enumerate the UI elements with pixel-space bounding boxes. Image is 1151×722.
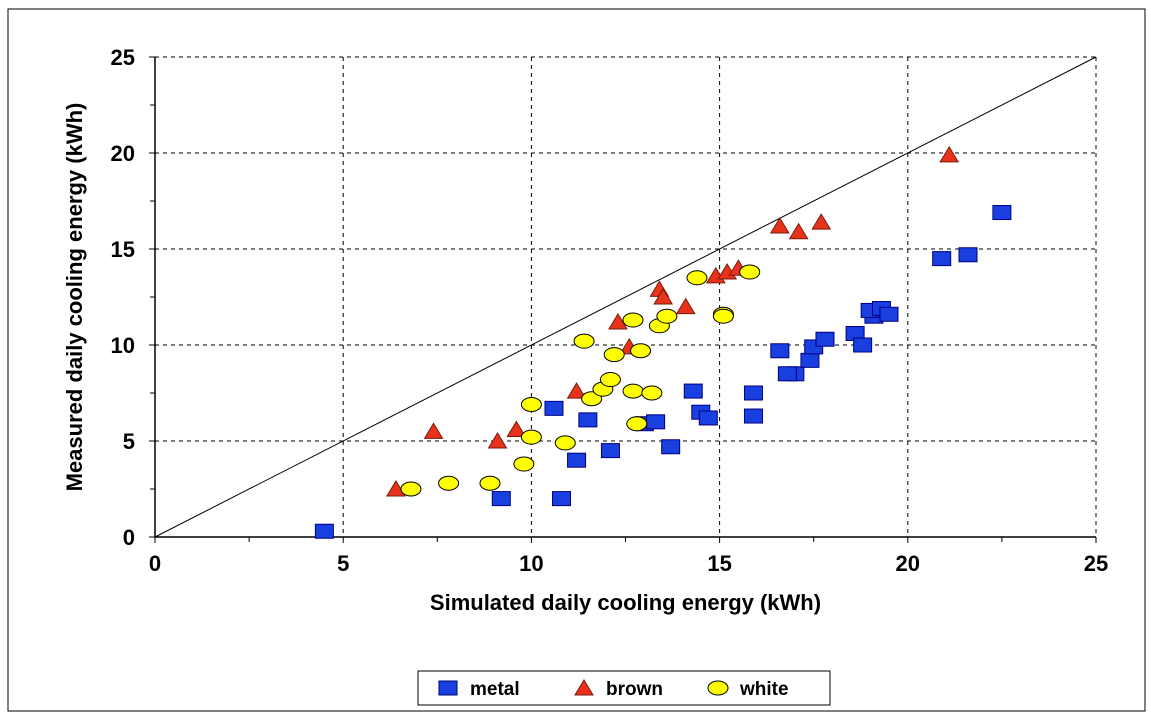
metal-point: [743, 408, 763, 424]
x-tick-label: 10: [519, 551, 543, 576]
x-axis-title: Simulated daily cooling energy (kWh): [430, 590, 821, 615]
metal-point: [698, 410, 718, 426]
brown-point: [608, 312, 628, 330]
metal-point: [932, 251, 952, 267]
brown-point: [487, 432, 508, 449]
metal-point: [544, 400, 564, 416]
y-axis-title: Measured daily cooling energy (kWh): [62, 103, 87, 492]
metal-point: [600, 443, 620, 459]
legend-label-metal: metal: [470, 679, 520, 700]
metal-point: [314, 523, 334, 539]
white-point: [599, 372, 621, 388]
white-point: [641, 385, 663, 401]
white-point: [622, 383, 644, 399]
series-brown: [386, 145, 960, 497]
brown-point: [675, 297, 696, 315]
white-point: [603, 347, 625, 363]
white-point: [573, 333, 595, 349]
y-tick-label: 5: [123, 429, 135, 454]
metal-point: [777, 366, 797, 382]
y-tick-label: 15: [111, 237, 135, 262]
x-tick-label: 5: [337, 551, 349, 576]
metal-point: [491, 491, 511, 507]
metal-point: [683, 383, 703, 399]
tick-labels: 0 5 10 15 20 25 0 5 10 15 20 25: [111, 45, 1109, 576]
white-point: [400, 481, 422, 497]
white-point: [513, 456, 535, 472]
legend-marker-brown: [574, 679, 594, 696]
x-tick-label: 25: [1084, 551, 1108, 576]
metal-point: [879, 306, 899, 322]
y-tick-label: 0: [123, 525, 135, 550]
white-point: [520, 429, 542, 445]
brown-point: [939, 145, 960, 163]
white-point: [438, 475, 460, 491]
legend-label-brown: brown: [606, 679, 663, 700]
brown-point: [386, 480, 406, 497]
white-point: [479, 475, 501, 491]
white-point: [622, 312, 644, 328]
chart-frame: [7, 8, 1146, 712]
brown-point: [423, 422, 444, 439]
metal-point: [958, 247, 978, 263]
brown-point: [769, 216, 790, 234]
white-point: [739, 264, 761, 280]
legend-box: [417, 670, 831, 706]
metal-point: [815, 331, 835, 347]
legend-marker-white: [707, 680, 729, 696]
white-point: [520, 397, 542, 413]
axes: [149, 56, 1097, 543]
y-tick-label: 25: [111, 45, 135, 70]
brown-point: [788, 222, 809, 240]
metal-point: [743, 385, 763, 401]
white-point: [630, 343, 652, 359]
legend-marker-metal: [438, 680, 458, 696]
series-metal: [314, 205, 1012, 539]
brown-point: [566, 382, 587, 399]
x-tick-label: 0: [149, 551, 161, 576]
metal-point: [853, 337, 873, 353]
legend-label-white: white: [739, 679, 789, 700]
metal-point: [646, 414, 666, 430]
reference-line-y-equals-x: [154, 56, 1097, 538]
data-points: [314, 145, 1012, 539]
brown-point: [506, 420, 527, 437]
metal-point: [552, 491, 572, 507]
white-point: [712, 308, 734, 324]
x-tick-label: 20: [896, 551, 920, 576]
x-tick-label: 15: [707, 551, 731, 576]
white-point: [656, 308, 678, 324]
metal-point: [770, 343, 790, 359]
brown-point: [811, 213, 832, 230]
series-white: [400, 264, 761, 497]
metal-point: [578, 412, 598, 428]
metal-point: [661, 439, 681, 455]
metal-point: [992, 205, 1012, 221]
metal-point: [567, 452, 587, 468]
white-point: [581, 391, 603, 407]
legend: metal brown white: [417, 670, 831, 706]
white-point: [686, 270, 708, 286]
white-point: [626, 416, 648, 432]
brown-point: [653, 288, 674, 305]
y-tick-label: 10: [111, 333, 135, 358]
metal-point: [800, 352, 820, 368]
grid-lines: [155, 56, 1097, 537]
y-tick-label: 20: [111, 141, 135, 166]
white-point: [554, 435, 576, 451]
